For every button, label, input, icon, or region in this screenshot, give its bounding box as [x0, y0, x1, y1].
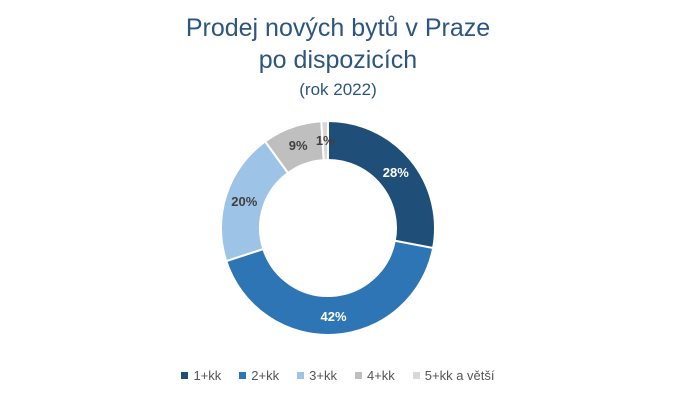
- chart-title-line-2: po dispozicích: [258, 46, 418, 74]
- slice-label-1-kk: 28%: [383, 165, 409, 180]
- legend-item-2-kk: 2+kk: [239, 368, 279, 383]
- legend-item-1-kk: 1+kk: [181, 368, 221, 383]
- chart-subtitle: (rok 2022): [299, 80, 377, 99]
- slice-5-kk-a-v-t-: [320, 119, 329, 162]
- legend-swatch: [181, 372, 189, 379]
- legend-label: 5+kk a větší: [424, 368, 495, 383]
- slice-label-3-kk: 20%: [231, 194, 257, 209]
- legend-label: 3+kk: [309, 368, 337, 383]
- chart-legend: 1+kk 2+kk 3+kk 4+kk 5+kk a větší: [0, 368, 676, 383]
- legend-swatch: [297, 372, 305, 379]
- donut-slice-labels: 28% 42% 20% 9% 1%: [231, 133, 409, 324]
- donut-slices: [220, 119, 436, 336]
- legend-label: 2+kk: [251, 368, 280, 383]
- legend-item-5-kk-a-v-t-: 5+kk a větší: [412, 368, 495, 383]
- slice-label-4-kk: 9%: [289, 138, 308, 153]
- legend-swatch: [412, 372, 420, 379]
- slice-label-5-kk-a-v-t-: 1%: [316, 133, 335, 148]
- slice-2-kk: [224, 239, 435, 336]
- slice-label-2-kk: 42%: [321, 309, 347, 324]
- legend-item-4-kk: 4+kk: [354, 368, 395, 383]
- chart-title-line-1: Prodej nových bytů v Praze: [185, 14, 491, 42]
- legend-swatch: [354, 372, 362, 379]
- legend-label: 1+kk: [193, 368, 222, 383]
- legend-item-3-kk: 3+kk: [297, 368, 337, 383]
- slice-1-kk: [327, 119, 436, 250]
- legend-label: 4+kk: [366, 368, 395, 383]
- legend-swatch: [239, 372, 247, 379]
